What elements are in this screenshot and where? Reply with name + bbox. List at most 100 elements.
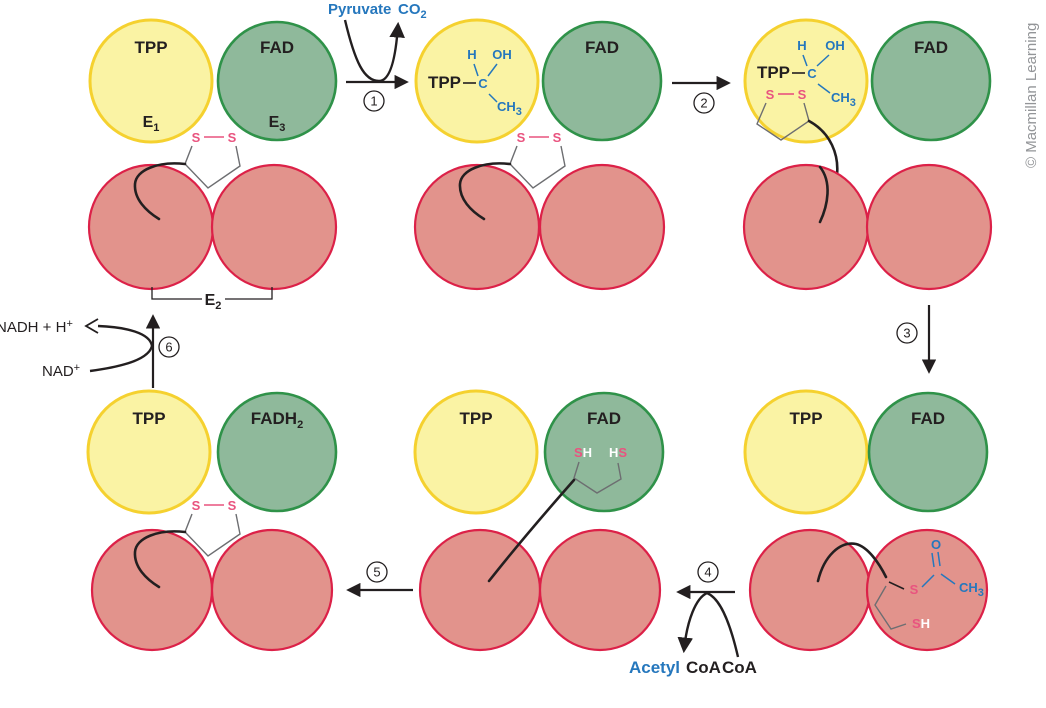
credit-label: © Macmillan Learning [1023,23,1040,168]
ch-s-bond [888,581,905,590]
step-6-badge [158,336,180,358]
step-4-reaction: 4 Acetyl CoA CoA [629,561,757,677]
e2-core-circle-left [418,528,542,652]
step-1-number: 1 [370,94,377,109]
e1-tpp-circle [413,389,539,515]
lipoamide-ring-attacking: S S [756,87,810,141]
dithiolane-ring [756,102,810,141]
step-3-number: 3 [903,326,910,341]
e1-label: E1 [143,114,160,134]
sulfur-label: S [228,498,237,513]
pyruvate-label: Pyruvate [328,1,391,18]
coa-acetylcoa-curved-arrow [677,591,740,658]
swinging-arm [133,162,187,221]
carbonyl-o-label: O [931,537,941,552]
e2-core-circle-right [538,163,666,291]
sh-label: SH [912,616,930,631]
sh-label: SH [574,445,592,460]
e1-tpp-circle [743,389,869,515]
s-c-bond [921,574,935,588]
swinging-arm [816,542,888,583]
step-3-badge [896,322,918,344]
panel-5: TPP FAD SH HS [413,389,665,652]
swinging-arm [458,162,512,221]
sulfur-label: S [553,130,562,145]
carbon-label: C [478,76,488,91]
hydroxyethyl-tpp-structure: TPP C H OH CH3 [757,38,856,109]
e3-fad-circle [541,20,663,142]
dithiolane-ring [184,513,241,557]
c-o-double-bond [931,551,941,568]
h-label: H [797,38,806,53]
e2-core-circle-right [210,528,334,652]
e2-label: E2 [205,292,222,312]
dithiolane-ring [509,145,566,189]
e3-fadh2-circle [216,391,338,513]
acetyl-label: Acetyl [629,658,680,677]
c-oh-bond [816,54,830,67]
lipoamide-ring-oxidized: S S [184,130,241,189]
e2-core-circle-left [742,163,870,291]
nadh-label: NADH + H+ [0,318,73,336]
panel-2: FAD TPP C H OH CH3 S S [413,18,666,291]
e3-label: E3 [269,114,286,134]
thioester-s-label: S [910,582,919,597]
tpp-label: TPP [428,73,461,92]
e1-tpp-circle [414,18,540,144]
step-4-badge [697,561,719,583]
e2-core-circle-right [865,528,989,652]
tpp-label: TPP [132,409,165,428]
step-5-number: 5 [373,565,380,580]
tpp-label: TPP [757,63,790,82]
fad-label: FAD [914,38,948,57]
e2-core-circle-right [865,163,993,291]
oh-label: OH [492,47,512,62]
e2-core-circle-left [413,163,541,291]
tpp-label: TPP [134,38,167,57]
co2-label: CO2 [398,1,427,21]
hs-label: HS [609,445,627,460]
fad-label: FAD [585,38,619,57]
h-label: H [467,47,476,62]
e3-fad-circle [867,391,989,513]
swinging-arm-tail [818,165,829,224]
oh-label: OH [825,38,845,53]
fad-label: FAD [587,409,621,428]
e2-core-circle-left [87,163,215,291]
carbon-label: C [807,66,817,81]
e2-core-circle-right [538,528,662,652]
nadh-arrowhead [84,318,99,334]
step-5-badge [366,561,388,583]
lipoamide-ring-oxidized: S S [509,130,566,189]
ch3-label: CH3 [959,580,984,599]
step-3-reaction: 3 [896,305,937,374]
sulfur-label: S [517,130,526,145]
step-6-reaction: 6 NADH + H+ NAD+ [0,314,180,388]
pyruvate-co2-curved-arrow [343,19,405,83]
ch3-label: CH3 [497,99,522,118]
step-5-reaction: 5 [346,561,413,598]
panel-4: TPP FADH2 S S [86,389,338,652]
fadh2-label: FADH2 [251,409,303,431]
acetyl-dihydrolipoamide-structure: S O CH3 SH [874,537,984,631]
sulfur-label: S [228,130,237,145]
step-6-number: 6 [165,340,172,355]
sulfur-label: S [192,130,201,145]
step-4-number: 4 [704,565,711,580]
panel-1: TPP FAD E1 E3 S S E2 [87,18,338,312]
nad-nadh-curved-arrow [89,324,154,373]
e2-core-circle-left [748,528,872,652]
open-dithiol-chain [573,461,622,494]
step-2-number: 2 [700,96,707,111]
sulfur-label: S [766,87,775,102]
c-ch3-bond [940,573,956,585]
lipoamide-ring-reoxidized: S S [184,498,241,557]
acetyl-coa-label: CoA [686,658,721,677]
e3-fad-circle [870,20,992,142]
c-h-bond [473,63,479,77]
e2-core-circle-right [210,163,338,291]
panel-3: FAD TPP C H OH CH3 S S [742,18,993,291]
sulfur-label: S [192,498,201,513]
